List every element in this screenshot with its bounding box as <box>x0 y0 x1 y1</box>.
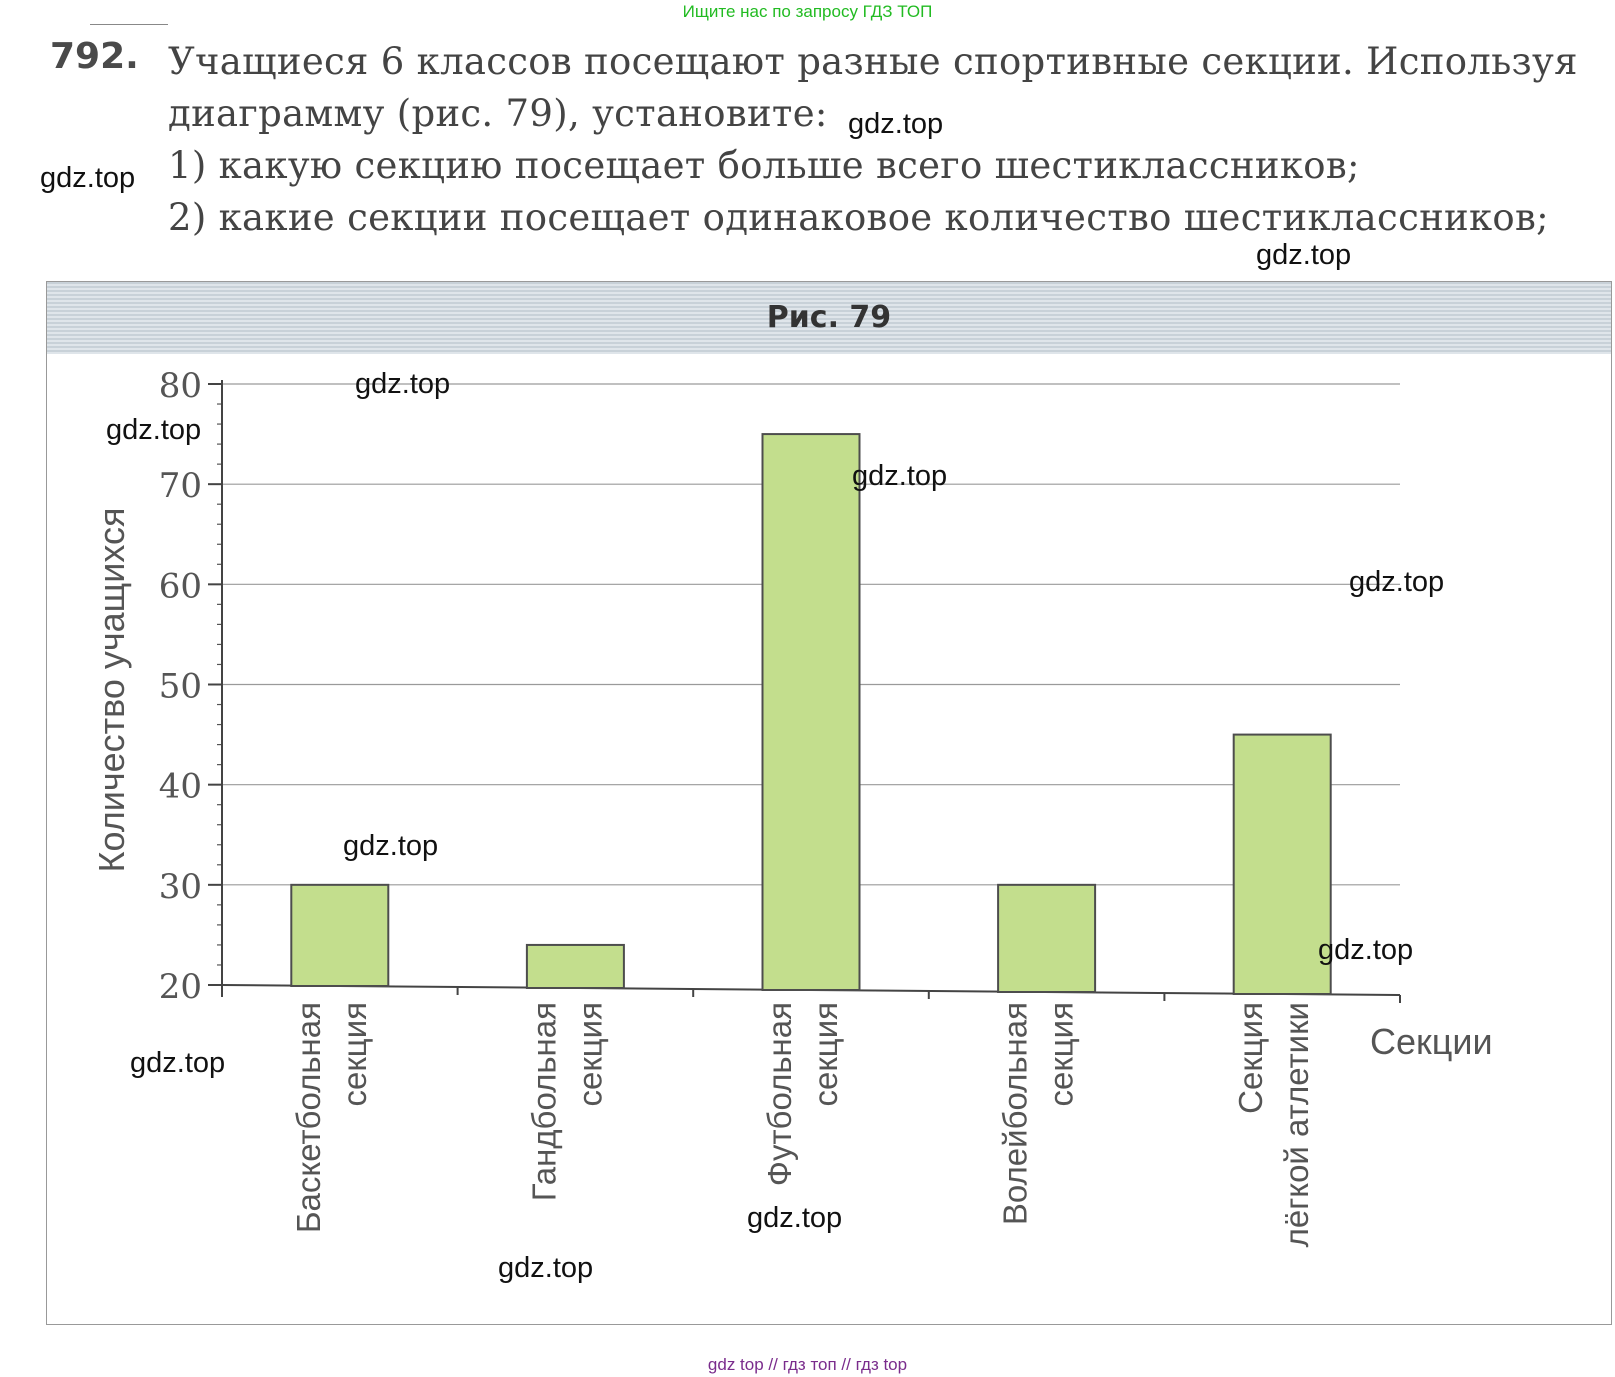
bar <box>997 883 1097 993</box>
watermark: gdz.top <box>1349 566 1445 598</box>
problem-intro-line-2: диаграмму (рис. 79), установите: <box>168 92 828 135</box>
problem-intro-line-1: Учащиеся 6 классов посещают разные спорт… <box>168 40 1578 83</box>
bar <box>1232 733 1332 995</box>
question-2: 2) какие секции посещает одинаковое коли… <box>168 196 1549 239</box>
x-axis-title: Секции <box>1370 1021 1493 1062</box>
y-tick-label: 50 <box>159 667 202 707</box>
problem-number: 792. <box>50 36 139 77</box>
watermark: gdz.top <box>852 460 948 492</box>
y-tick-label: 60 <box>159 566 202 606</box>
y-tick-label: 20 <box>159 967 202 1007</box>
watermark: gdz.top <box>130 1047 226 1079</box>
y-tick-label: 80 <box>159 366 202 406</box>
watermark: gdz.top <box>1318 934 1414 966</box>
bar <box>290 883 390 987</box>
watermark: gdz.top <box>848 108 944 140</box>
figure-caption: Рис. 79 <box>766 300 892 335</box>
watermark: gdz.top <box>498 1252 594 1284</box>
watermark: gdz.top <box>106 414 202 446</box>
x-category-label: секция <box>1043 1002 1080 1107</box>
y-tick-label: 70 <box>159 466 202 506</box>
question-1: 1) какую секцию посещает больше всего ше… <box>168 144 1360 187</box>
watermark: gdz.top <box>1256 239 1352 271</box>
y-tick-label: 40 <box>159 767 202 807</box>
top-banner: Ищите нас по запросу ГДЗ ТОП <box>682 2 933 21</box>
x-category-label: Гандбольная <box>525 1002 562 1201</box>
bar <box>525 943 625 990</box>
x-category-label: секция <box>336 1002 373 1107</box>
figure-header-band <box>47 282 1611 354</box>
x-category-label: лёгкой атлетики <box>1278 1002 1315 1247</box>
bottom-footer: gdz top // гдз топ // гдз top <box>707 1355 908 1374</box>
watermark: gdz.top <box>40 162 136 194</box>
bar <box>761 433 861 992</box>
x-category-label: Волейбольная <box>997 1002 1034 1225</box>
x-category-label: секция <box>571 1002 608 1107</box>
top-divider <box>90 24 168 25</box>
y-tick-label: 30 <box>159 867 202 907</box>
watermark: gdz.top <box>343 830 439 862</box>
x-category-label: секция <box>807 1002 844 1107</box>
x-category-label: Секция <box>1232 1002 1269 1114</box>
y-axis-title: Количество учащихся <box>91 508 132 873</box>
watermark: gdz.top <box>747 1202 843 1234</box>
x-category-label: Футбольная <box>761 1002 798 1186</box>
x-category-label: Баскетбольная <box>290 1002 327 1233</box>
watermark: gdz.top <box>355 368 451 400</box>
